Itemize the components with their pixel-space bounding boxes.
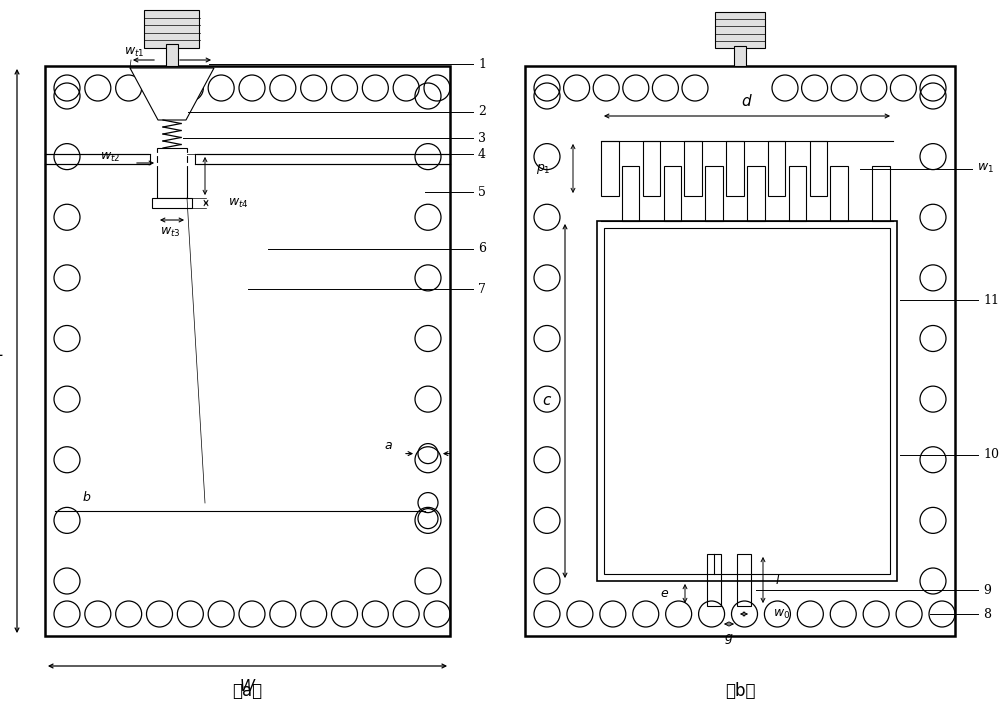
Text: $w_{t2}$: $w_{t2}$ <box>100 151 120 164</box>
Text: $w_0$: $w_0$ <box>773 607 790 620</box>
Bar <box>684 141 702 196</box>
Text: $g$: $g$ <box>724 632 734 646</box>
Text: 2: 2 <box>478 105 486 118</box>
Bar <box>872 166 890 221</box>
Bar <box>152 198 192 208</box>
Text: $e$: $e$ <box>660 587 669 600</box>
Bar <box>768 141 785 196</box>
Text: $d$: $d$ <box>741 93 753 109</box>
Bar <box>726 141 744 196</box>
Bar <box>707 554 721 606</box>
Bar <box>715 12 765 48</box>
Text: $w_{t3}$: $w_{t3}$ <box>160 225 180 239</box>
Text: 7: 7 <box>478 282 486 295</box>
Text: 9: 9 <box>983 584 991 597</box>
Bar <box>166 44 178 66</box>
Text: $L$: $L$ <box>0 343 4 359</box>
Bar <box>601 141 619 196</box>
Text: 4: 4 <box>478 147 486 161</box>
Bar <box>664 166 681 221</box>
Text: $w_1$: $w_1$ <box>977 162 994 175</box>
Bar <box>705 166 723 221</box>
Text: 11: 11 <box>983 294 999 307</box>
Text: 6: 6 <box>478 243 486 256</box>
Text: 10: 10 <box>983 448 999 462</box>
Text: $a$: $a$ <box>384 439 392 452</box>
Text: $w_{t4}$: $w_{t4}$ <box>228 196 249 210</box>
Text: （a）: （a） <box>232 682 263 700</box>
Text: （b）: （b） <box>725 682 755 700</box>
Text: $l$: $l$ <box>775 573 780 587</box>
Text: $c$: $c$ <box>542 394 552 408</box>
Bar <box>789 166 806 221</box>
Bar <box>597 221 897 581</box>
Polygon shape <box>130 68 214 120</box>
Text: 8: 8 <box>983 607 991 620</box>
Text: 3: 3 <box>478 132 486 144</box>
Bar <box>734 46 746 66</box>
Bar <box>144 10 199 48</box>
Bar <box>525 66 955 636</box>
Bar <box>622 166 639 221</box>
Text: $b$: $b$ <box>82 490 92 503</box>
Text: 5: 5 <box>478 185 486 198</box>
Text: $W$: $W$ <box>239 678 256 694</box>
Bar <box>157 148 187 198</box>
Text: 1: 1 <box>478 57 486 71</box>
Bar <box>643 141 660 196</box>
Bar <box>747 166 765 221</box>
Bar <box>810 141 827 196</box>
Bar <box>45 66 450 636</box>
Bar <box>604 228 890 574</box>
Text: $w_{t1}$: $w_{t1}$ <box>124 45 144 59</box>
Text: $p_1$: $p_1$ <box>536 161 551 176</box>
Bar <box>830 166 848 221</box>
Bar <box>737 554 751 606</box>
